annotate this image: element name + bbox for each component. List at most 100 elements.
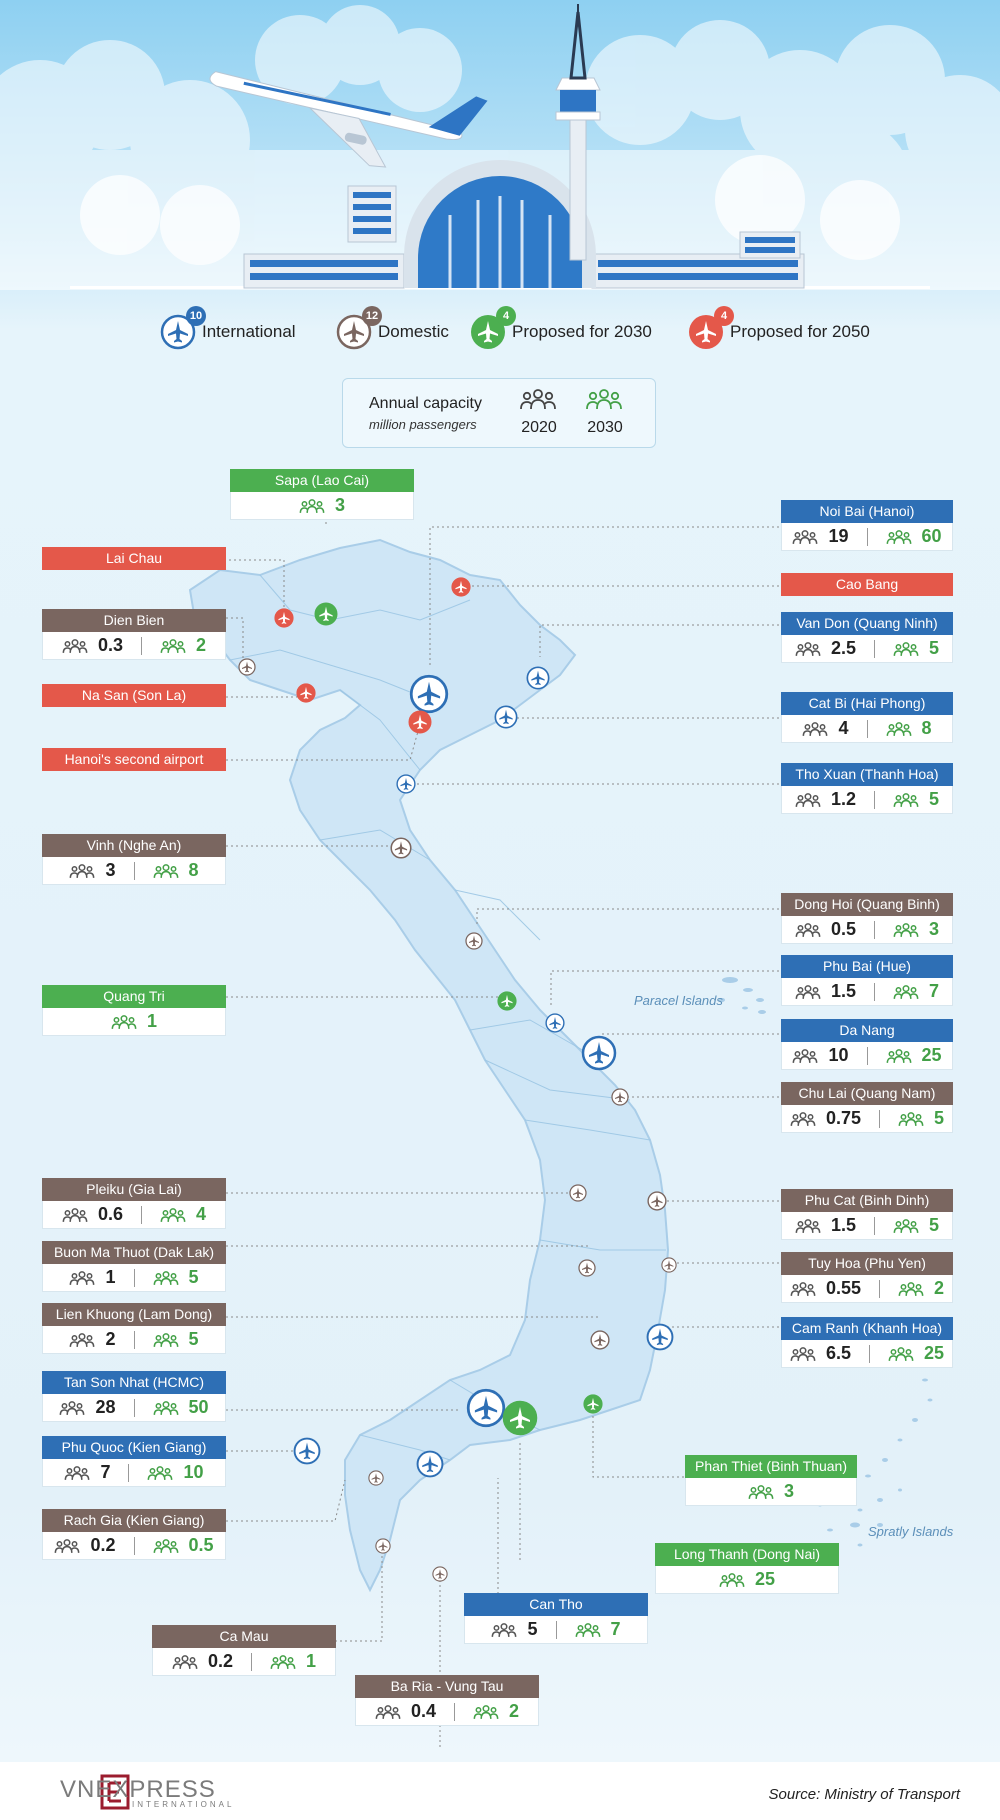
footer: VNEXPRESS INTERNATIONAL Source: Ministry… — [0, 1762, 1000, 1820]
people-2020-icon — [62, 1206, 93, 1224]
capacity-subtitle: million passengers — [369, 417, 477, 432]
airport-card-sapa: Sapa (Lao Cai) 3 — [230, 469, 414, 520]
people-2030-icon — [886, 720, 917, 738]
people-2020-icon — [790, 1345, 821, 1363]
capacity-2020: 0.3 — [97, 635, 123, 655]
airport-name: Phu Quoc (Kien Giang) — [42, 1436, 226, 1459]
capacity-2030: 5 — [188, 1267, 199, 1287]
people-2030-icon — [886, 528, 917, 546]
leader-line — [224, 559, 285, 608]
leader-line — [226, 723, 421, 761]
leader-line — [320, 1544, 383, 1642]
na-san-airplane-icon — [296, 683, 316, 703]
people-2020-icon — [491, 1621, 522, 1639]
domestic-airplane-icon — [336, 314, 372, 350]
proposed-2030-airplane-icon — [471, 315, 505, 349]
airport-name: Chu Lai (Quang Nam) — [781, 1082, 953, 1105]
capacity-2020: 7 — [100, 1462, 111, 1482]
airport-name: Rach Gia (Kien Giang) — [42, 1509, 226, 1532]
capacity-2030: 3 — [929, 919, 940, 939]
people-2030-icon — [893, 1217, 924, 1235]
airport-card-lien-khuong: Lien Khuong (Lam Dong) 2 5 — [42, 1303, 226, 1354]
international-count-badge: 10 — [186, 306, 206, 326]
people-2030-icon — [153, 1269, 184, 1287]
people-2030-icon — [299, 497, 330, 515]
capacity-2030: 1 — [146, 1011, 157, 1031]
dong-hoi-airplane-icon — [465, 932, 483, 950]
capacity-2030: 25 — [754, 1569, 776, 1589]
capacity-2030: 3 — [783, 1481, 794, 1501]
capacity-2020: 1 — [105, 1267, 116, 1287]
people-2020-icon — [69, 1331, 100, 1349]
people-2020-icon — [795, 921, 826, 939]
capacity-2030: 2 — [934, 1278, 945, 1298]
da-nang-airplane-icon — [581, 1035, 617, 1071]
legend-label: Proposed for 2030 — [512, 322, 652, 341]
capacity-2030: 50 — [188, 1397, 209, 1417]
capacity-2030: 25 — [924, 1343, 945, 1363]
dien-bien-airplane-icon — [238, 658, 256, 676]
people-2030-icon — [153, 862, 184, 880]
capacity-2030: 2 — [196, 635, 207, 655]
phu-quoc-airplane-icon — [293, 1437, 321, 1465]
capacity-2030: 60 — [921, 526, 942, 546]
lien-khuong-airplane-icon — [590, 1330, 610, 1350]
airport-name: Van Don (Quang Ninh) — [781, 612, 953, 635]
people-2030-icon — [893, 983, 924, 1001]
people-2030-icon — [473, 1703, 504, 1721]
vnexpress-logo: VNEXPRESS INTERNATIONAL — [60, 1774, 260, 1810]
tuy-hoa-airplane-icon — [661, 1257, 677, 1273]
proposed-2030-count-badge: 4 — [496, 306, 516, 326]
airport-name: Phu Cat (Binh Dinh) — [781, 1189, 953, 1212]
people-2020-icon — [69, 862, 100, 880]
airport-name: Cam Ranh (Khanh Hoa) — [781, 1317, 953, 1340]
airport-name: Tho Xuan (Thanh Hoa) — [781, 763, 953, 786]
airport-card-rach-gia: Rach Gia (Kien Giang) 0.2 0.5 — [42, 1509, 226, 1560]
people-2020-icon — [792, 1047, 823, 1065]
phu-bai-airplane-icon — [545, 1013, 565, 1033]
capacity-2020: 0.2 — [207, 1651, 233, 1671]
capacity-2030: 0.5 — [188, 1535, 214, 1555]
capacity-2020: 0.55 — [825, 1278, 862, 1298]
people-2030-icon — [160, 1206, 191, 1224]
airport-card-can-tho: Can Tho 5 7 — [464, 1593, 648, 1644]
tho-xuan-airplane-icon — [396, 774, 416, 794]
ca-mau-airplane-icon — [375, 1538, 391, 1554]
airport-name: Quang Tri — [42, 985, 226, 1008]
airport-name: Can Tho — [464, 1593, 648, 1616]
capacity-2030: 5 — [929, 638, 940, 658]
airport-card-ba-ria: Ba Ria - Vung Tau 0.4 2 — [355, 1675, 539, 1726]
airport-card-na-san: Na San (Son La) — [42, 684, 226, 707]
airport-name: Long Thanh (Dong Nai) — [655, 1543, 839, 1566]
people-2020-icon — [802, 720, 833, 738]
people-2020-icon — [520, 389, 556, 410]
legend-label: Domestic — [378, 322, 449, 341]
leader-line — [550, 970, 779, 1005]
people-2030-icon — [575, 1621, 606, 1639]
airport-card-chu-lai: Chu Lai (Quang Nam) 0.75 5 — [781, 1082, 953, 1133]
capacity-title: Annual capacity — [369, 395, 482, 412]
capacity-2030: 5 — [929, 789, 940, 809]
pleiku-airplane-icon — [569, 1184, 587, 1202]
airport-name: Dien Bien — [42, 609, 226, 632]
proposed-2050-airplane-icon — [689, 315, 723, 349]
legend: 10 International 12 Domestic 4 Proposed … — [0, 306, 1000, 358]
airport-card-dong-hoi: Dong Hoi (Quang Binh) 0.5 3 — [781, 893, 953, 944]
leader-line — [226, 1479, 346, 1522]
airport-card-long-thanh: Long Thanh (Dong Nai) 25 — [655, 1543, 839, 1594]
capacity-2030: 8 — [188, 860, 199, 880]
capacity-2020: 0.2 — [90, 1535, 116, 1555]
airport-card-noi-bai: Noi Bai (Hanoi) 19 60 — [781, 500, 953, 551]
capacity-2030: 5 — [934, 1108, 945, 1128]
people-2020-icon — [172, 1653, 203, 1671]
airport-card-cat-bi: Cat Bi (Hai Phong) 4 8 — [781, 692, 953, 743]
vnexpress-logo-mark — [100, 1774, 130, 1810]
people-2030-icon — [153, 1331, 184, 1349]
people-2020-icon — [375, 1703, 406, 1721]
airport-card-buon-ma-thuot: Buon Ma Thuot (Dak Lak) 1 5 — [42, 1241, 226, 1292]
airport-card-tho-xuan: Tho Xuan (Thanh Hoa) 1.2 5 — [781, 763, 953, 814]
people-2020-icon — [795, 983, 826, 1001]
people-2020-icon — [54, 1537, 85, 1555]
capacity-2030: 7 — [610, 1619, 621, 1639]
airport-name: Hanoi's second airport — [42, 748, 226, 771]
